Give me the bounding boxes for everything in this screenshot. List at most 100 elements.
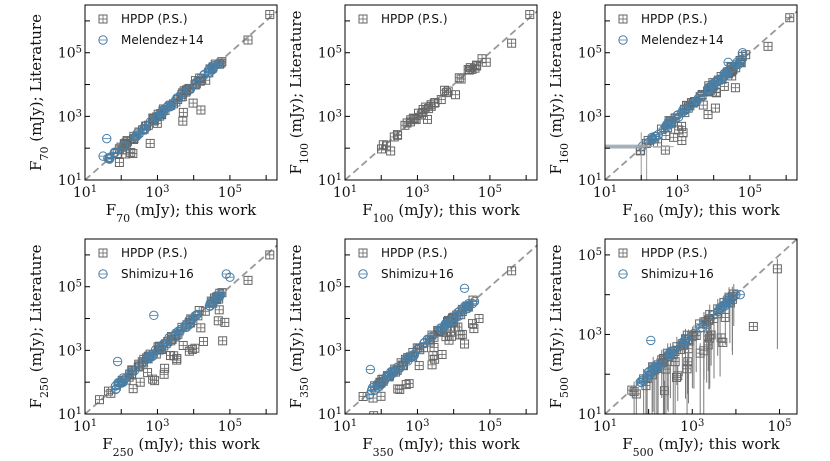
tick-label: 101 [73, 184, 97, 202]
axis-label: F250 (mJy); this work [102, 435, 260, 459]
tick-label-exponent: 5 [596, 44, 602, 55]
axis-label-subscript: 160 [558, 143, 571, 164]
plot-area [605, 10, 797, 180]
tick-label-base: 10 [665, 185, 683, 201]
axis-label: F350 (mJy); Literature [287, 244, 311, 408]
tick-label-base: 10 [318, 109, 336, 125]
tick-label-exponent: 1 [596, 406, 602, 417]
tick-label-base: 10 [478, 185, 496, 201]
axis-label-subscript: 350 [373, 446, 394, 459]
tick-label-base: 10 [578, 327, 596, 343]
tick-label-base: 10 [218, 185, 236, 201]
tick-label-exponent: 5 [496, 418, 502, 429]
axis-label-base: F [287, 398, 305, 408]
tick-label-exponent: 3 [76, 108, 82, 119]
tick-label: 103 [405, 418, 429, 436]
tick-label-base: 10 [73, 419, 91, 435]
axis-label-rest: (mJy); Literature [547, 244, 565, 377]
tick-label: 101 [58, 406, 82, 424]
plot-area [605, 239, 797, 414]
tick-label: 103 [58, 108, 82, 126]
axis-label-base: F [547, 398, 565, 408]
axis-label-rest: (mJy); this work [654, 201, 781, 219]
tick-label: 105 [218, 418, 242, 436]
tick-label-base: 10 [738, 185, 756, 201]
tick-label-base: 10 [145, 185, 163, 201]
axis-label: F70 (mJy); this work [106, 201, 257, 225]
legend-entry: HPDP (P.S.) [121, 246, 188, 260]
tick-label: 101 [73, 418, 97, 436]
axis-label-subscript: 100 [373, 212, 394, 225]
plot-area [85, 244, 277, 414]
tick-label: 105 [478, 418, 502, 436]
legend-entry: Melendez+14 [121, 33, 204, 47]
tick-label-base: 10 [218, 419, 236, 435]
axis-label: F100 (mJy); Literature [287, 10, 311, 174]
axis-label: F160 (mJy); Literature [547, 10, 571, 174]
tick-label-exponent: 1 [611, 418, 617, 429]
axis-label-rest: (mJy); this work [134, 435, 261, 453]
tick-label-exponent: 1 [76, 172, 82, 183]
tick-label-base: 10 [73, 185, 91, 201]
tick-label-exponent: 5 [76, 44, 82, 55]
tick-label-base: 10 [318, 280, 336, 296]
legend-entry: HPDP (P.S.) [381, 246, 448, 260]
plot-frame [84, 4, 278, 181]
tick-label-exponent: 3 [596, 108, 602, 119]
tick-label-base: 10 [593, 419, 611, 435]
tick-label-base: 10 [478, 419, 496, 435]
axis-label-base: F [102, 435, 112, 453]
axis-label: F100 (mJy); this work [362, 201, 520, 225]
legend-entry: Melendez+14 [641, 33, 724, 47]
tick-label-base: 10 [58, 407, 76, 423]
tick-label-base: 10 [145, 419, 163, 435]
tick-label-exponent: 5 [785, 418, 791, 429]
axis-label-subscript: 100 [298, 143, 311, 164]
axis-label-base: F [622, 435, 632, 453]
tick-label: 105 [738, 184, 762, 202]
tick-label-exponent: 3 [336, 342, 342, 353]
tick-label-base: 10 [578, 407, 596, 423]
tick-label-base: 10 [58, 109, 76, 125]
tick-label: 101 [578, 406, 602, 424]
axis-label-subscript: 500 [558, 377, 571, 398]
tick-label-base: 10 [318, 173, 336, 189]
axis-label-base: F [547, 164, 565, 174]
tick-label-exponent: 3 [423, 418, 429, 429]
tick-label: 105 [58, 44, 82, 62]
tick-label: 103 [405, 184, 429, 202]
tick-label-exponent: 1 [611, 184, 617, 195]
tick-label-exponent: 1 [336, 172, 342, 183]
legend-entry: HPDP (P.S.) [121, 12, 188, 26]
tick-label: 101 [593, 184, 617, 202]
axis-label-rest: (mJy); this work [654, 435, 781, 453]
tick-label-exponent: 1 [76, 406, 82, 417]
tick-label: 103 [665, 184, 689, 202]
legend-entry: Shimizu+16 [381, 267, 454, 281]
tick-label: 105 [767, 418, 791, 436]
axis-label: F160 (mJy); this work [622, 201, 780, 225]
tick-label-exponent: 5 [236, 184, 242, 195]
tick-label-exponent: 3 [423, 184, 429, 195]
axis-label-rest: (mJy); this work [394, 201, 521, 219]
tick-label: 105 [578, 44, 602, 62]
tick-label-exponent: 3 [683, 184, 689, 195]
tick-label-base: 10 [578, 46, 596, 62]
tick-label-base: 10 [405, 185, 423, 201]
tick-label-base: 10 [58, 173, 76, 189]
tick-label: 101 [578, 172, 602, 190]
tick-label-exponent: 3 [698, 418, 704, 429]
axis-label-subscript: 70 [116, 212, 130, 225]
axis-label-subscript: 500 [633, 446, 654, 459]
tick-label: 105 [318, 44, 342, 62]
axis-label-rest: (mJy); Literature [547, 10, 565, 143]
tick-label: 103 [680, 418, 704, 436]
tick-label-exponent: 5 [236, 418, 242, 429]
tick-label-base: 10 [318, 407, 336, 423]
tick-label-base: 10 [680, 419, 698, 435]
plot-frame [604, 4, 798, 181]
